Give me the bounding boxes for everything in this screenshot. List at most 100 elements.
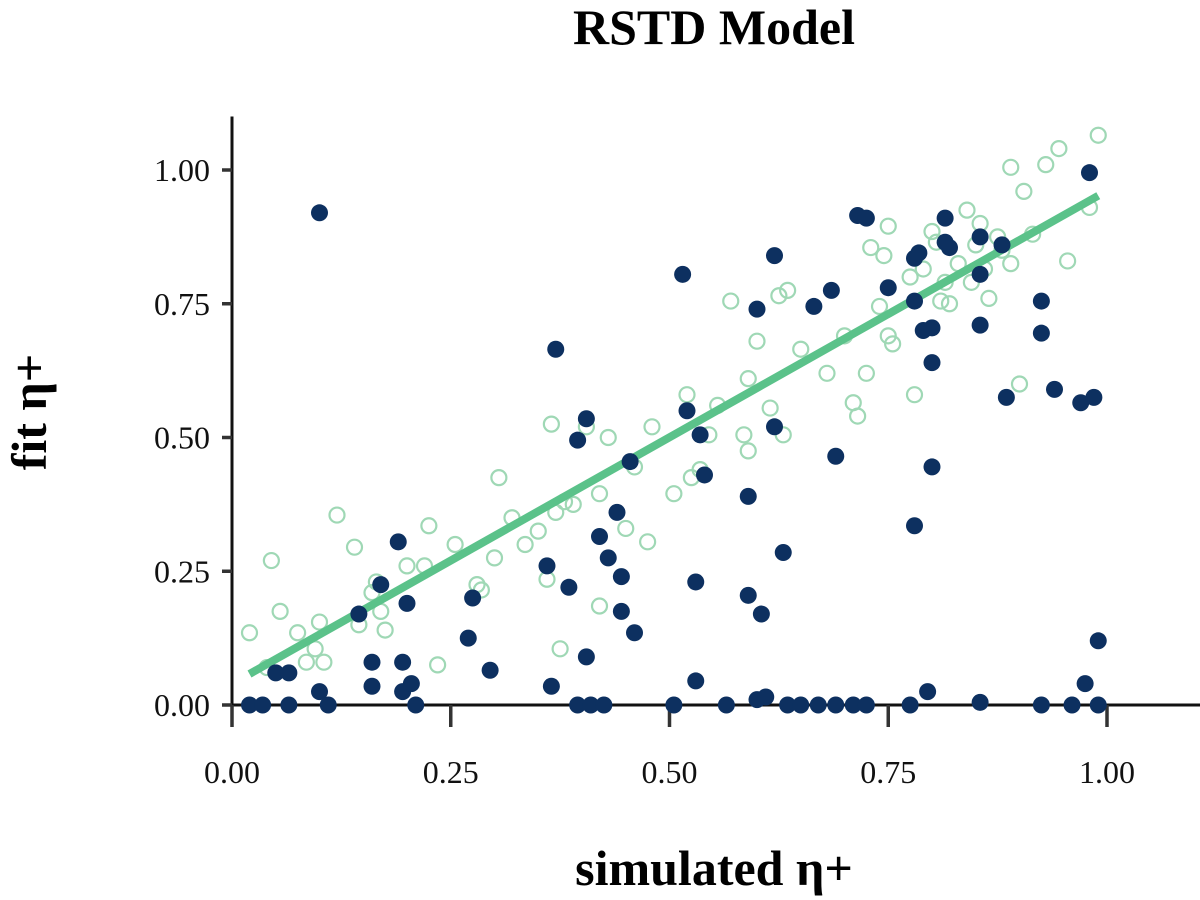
hollow-data-point bbox=[643, 418, 661, 436]
hollow-data-point bbox=[879, 217, 897, 235]
hollow-data-point bbox=[722, 292, 740, 310]
filled-data-point bbox=[311, 204, 328, 222]
x-axis-label: simulated η+ bbox=[575, 840, 853, 896]
hollow-data-point bbox=[617, 519, 635, 538]
hollow-data-point bbox=[485, 549, 504, 567]
filled-data-point bbox=[879, 279, 897, 297]
filled-data-point bbox=[792, 696, 810, 714]
y-axis-label: fit η+ bbox=[1, 354, 57, 471]
filled-data-point bbox=[739, 487, 757, 505]
hollow-data-point bbox=[735, 426, 753, 444]
x-tick-label: 0.00 bbox=[204, 754, 260, 790]
filled-data-point bbox=[687, 672, 705, 690]
hollow-data-point bbox=[446, 535, 464, 554]
hollow-data-point bbox=[818, 364, 836, 382]
hollow-data-point bbox=[1002, 255, 1020, 273]
hollow-data-point bbox=[879, 327, 897, 345]
hollow-data-point bbox=[792, 340, 810, 358]
filled-data-point bbox=[481, 661, 499, 679]
filled-data-point bbox=[538, 557, 556, 575]
filled-data-point bbox=[626, 624, 643, 642]
hollow-data-point bbox=[240, 624, 259, 642]
hollow-data-point bbox=[289, 624, 307, 642]
filled-data-point bbox=[621, 453, 639, 471]
filled-data-point bbox=[569, 431, 587, 449]
filled-data-point bbox=[241, 696, 258, 714]
hollow-data-point bbox=[420, 517, 438, 535]
chart-title: RSTD Model bbox=[573, 0, 855, 55]
filled-data-point bbox=[901, 696, 919, 714]
filled-points-series bbox=[241, 164, 1107, 714]
filled-data-point bbox=[591, 527, 608, 545]
hollow-data-point bbox=[940, 295, 959, 313]
filled-data-point bbox=[464, 589, 482, 607]
filled-data-point bbox=[1081, 164, 1098, 182]
hollow-data-point bbox=[1089, 126, 1107, 144]
filled-data-point bbox=[547, 340, 565, 358]
hollow-data-point bbox=[770, 287, 788, 305]
filled-data-point bbox=[612, 602, 630, 620]
x-tick-label: 0.50 bbox=[642, 754, 698, 790]
hollow-data-point bbox=[599, 428, 617, 447]
filled-data-point bbox=[809, 696, 827, 714]
hollow-data-point bbox=[875, 247, 893, 265]
hollow-data-point bbox=[1050, 140, 1068, 158]
filled-data-point bbox=[739, 586, 757, 604]
hollow-data-point bbox=[310, 613, 329, 631]
x-tick-label: 1.00 bbox=[1079, 754, 1135, 790]
filled-data-point bbox=[254, 696, 272, 714]
filled-data-point bbox=[844, 696, 862, 714]
filled-data-point bbox=[267, 664, 285, 682]
hollow-data-point bbox=[551, 640, 569, 658]
hollow-data-point bbox=[857, 364, 875, 382]
filled-data-point bbox=[1063, 696, 1081, 714]
fit-line bbox=[247, 192, 1101, 678]
filled-data-point bbox=[363, 653, 381, 671]
hollow-data-point bbox=[901, 268, 919, 286]
hollow-data-point bbox=[980, 289, 998, 307]
filled-data-point bbox=[857, 209, 875, 227]
filled-data-point bbox=[941, 239, 958, 257]
filled-data-point bbox=[691, 426, 709, 444]
filled-data-point bbox=[805, 297, 823, 315]
filled-data-point bbox=[1089, 632, 1107, 650]
filled-data-point bbox=[560, 578, 578, 596]
hollow-data-point bbox=[739, 370, 757, 388]
filled-data-point bbox=[1072, 394, 1090, 412]
hollow-data-point bbox=[1010, 375, 1029, 393]
filled-data-point bbox=[577, 648, 595, 666]
filled-data-point bbox=[1046, 380, 1063, 398]
filled-data-point bbox=[608, 503, 626, 521]
filled-data-point bbox=[407, 696, 425, 714]
x-tick-label: 0.75 bbox=[860, 754, 916, 790]
filled-data-point bbox=[678, 402, 696, 420]
hollow-data-point bbox=[590, 485, 609, 503]
filled-data-point bbox=[971, 228, 989, 246]
hollow-data-point bbox=[639, 533, 657, 551]
x-axis: 0.00 0.25 0.50 0.75 1.00 bbox=[204, 703, 1200, 790]
filled-data-point bbox=[350, 605, 368, 623]
filled-data-point bbox=[857, 696, 875, 714]
hollow-data-point bbox=[1015, 182, 1033, 200]
hollow-data-point bbox=[739, 442, 757, 460]
hollow-data-point bbox=[884, 335, 902, 353]
filled-data-point bbox=[1032, 696, 1050, 714]
filled-data-point bbox=[997, 388, 1015, 406]
hollow-data-point bbox=[564, 495, 582, 513]
filled-data-point bbox=[717, 696, 735, 714]
filled-data-point bbox=[757, 688, 775, 706]
filled-data-point bbox=[752, 605, 770, 623]
hollow-data-point bbox=[376, 621, 394, 639]
hollow-data-point bbox=[779, 281, 797, 299]
filled-data-point bbox=[542, 677, 560, 695]
filled-data-point bbox=[595, 696, 613, 714]
filled-data-point bbox=[311, 683, 328, 701]
filled-data-point bbox=[402, 675, 420, 693]
filled-data-point bbox=[774, 544, 792, 562]
filled-data-point bbox=[993, 236, 1011, 254]
hollow-data-point bbox=[1037, 156, 1055, 174]
hollow-data-point bbox=[678, 386, 696, 404]
filled-data-point bbox=[906, 517, 923, 535]
hollow-data-point bbox=[1002, 158, 1020, 176]
filled-data-point bbox=[674, 265, 692, 283]
